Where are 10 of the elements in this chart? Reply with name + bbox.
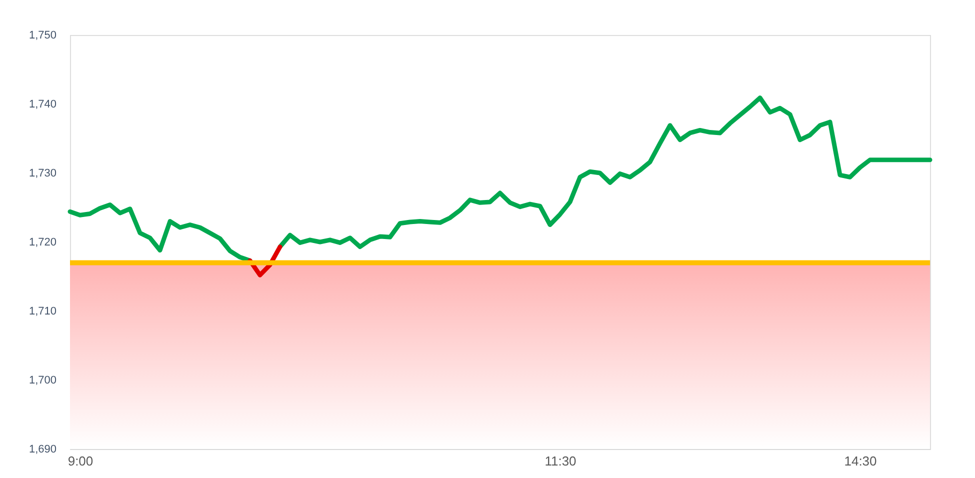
y-tick-label: 1,690	[28, 444, 56, 456]
x-tick-label: 9:00	[68, 454, 94, 468]
y-tick-label: 1,720	[28, 236, 56, 248]
x-tick-label: 14:30	[844, 454, 877, 468]
y-tick-label: 1,740	[28, 98, 56, 110]
y-tick-label: 1,700	[28, 374, 56, 386]
y-tick-label: 1,730	[28, 168, 56, 180]
x-tick-label: 11:30	[544, 454, 576, 468]
y-tick-label: 1,750	[28, 30, 56, 42]
y-tick-label: 1,710	[28, 306, 56, 318]
